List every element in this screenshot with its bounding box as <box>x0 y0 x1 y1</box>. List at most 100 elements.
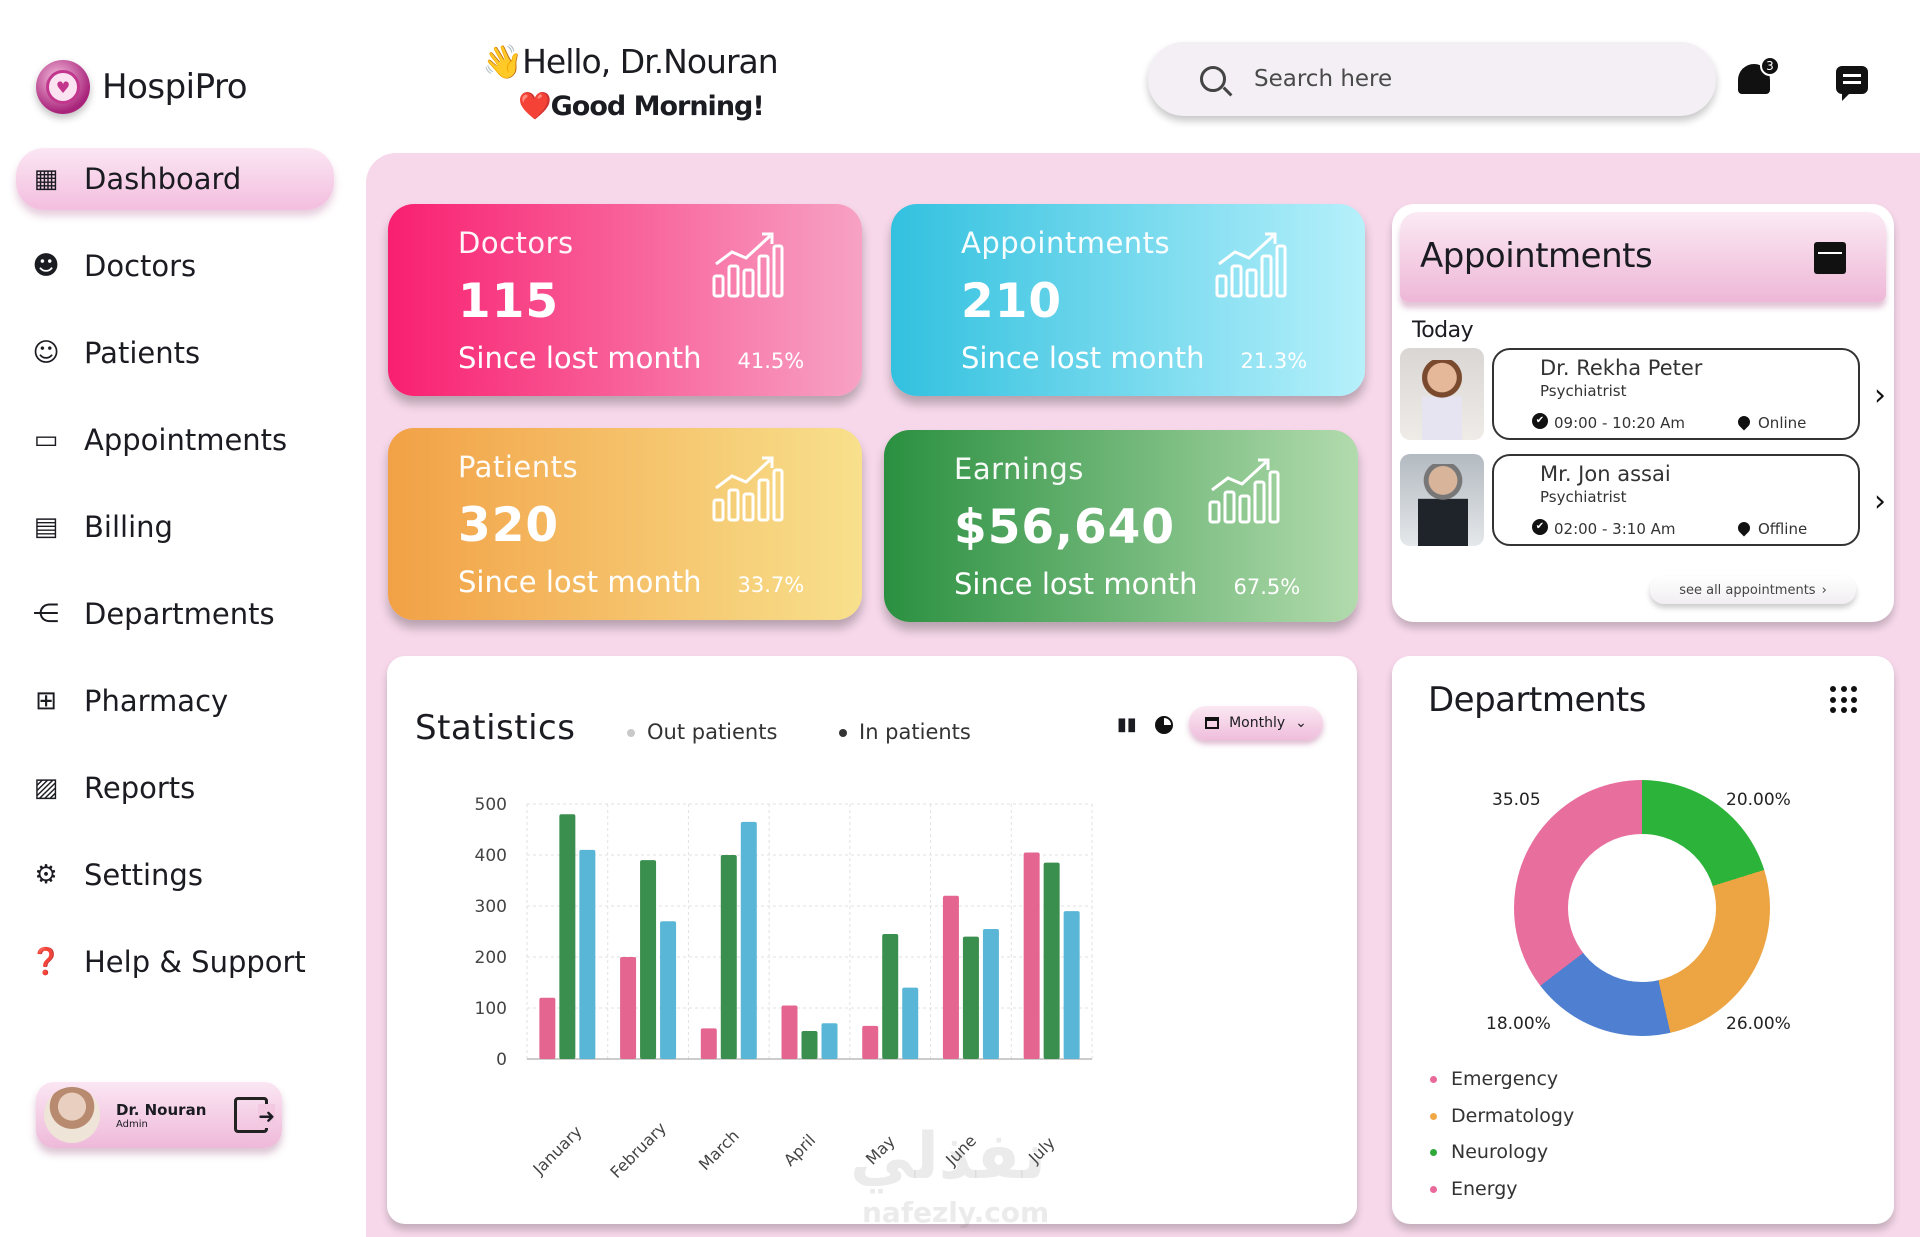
pie-chart-icon[interactable] <box>1155 716 1173 734</box>
appointment-item[interactable]: Dr. Rekha Peter Psychiatrist 09:00 - 10:… <box>1400 348 1890 440</box>
patients-stat-card[interactable]: Patients 320 Since lost month 33.7% <box>388 428 862 620</box>
sidebar-item-doctors[interactable]: ☻ Doctors <box>16 222 334 309</box>
x-tick-label: January <box>529 1122 586 1179</box>
card-label: Patients <box>458 450 579 484</box>
legend-dot <box>1430 1076 1437 1083</box>
donut-label: 35.05 <box>1492 790 1541 810</box>
bar-chart-icon[interactable]: ▮▮ <box>1117 714 1137 735</box>
legend-in-patients[interactable]: In patients <box>839 720 971 744</box>
card-value: 115 <box>458 274 560 329</box>
legend-label: Energy <box>1451 1177 1518 1200</box>
appointment-status: Offline <box>1758 520 1808 538</box>
sidebar-item-departments[interactable]: ⋲ Departments <box>16 570 334 657</box>
departments-legend: Emergency Dermatology Neurology Energy <box>1430 1068 1574 1214</box>
period-select[interactable]: Monthly ⌄ <box>1189 706 1323 740</box>
logout-icon[interactable] <box>234 1097 275 1133</box>
patient-icon: ☺ <box>32 337 60 368</box>
chevron-down-icon: ⌄ <box>1295 715 1307 731</box>
card-since: Since lost month 41.5% <box>458 341 862 375</box>
since-text: Since lost month <box>954 567 1198 601</box>
sidebar-item-label: Doctors <box>84 248 197 283</box>
bar <box>1063 911 1080 1059</box>
sidebar-item-label: Billing <box>84 509 173 544</box>
departments-icon: ⋲ <box>33 598 59 629</box>
appointment-details: Dr. Rekha Peter Psychiatrist 09:00 - 10:… <box>1492 348 1860 440</box>
appointment-specialty: Psychiatrist <box>1540 488 1627 506</box>
sidebar-item-billing[interactable]: ▤ Billing <box>16 483 334 570</box>
y-tick-label: 300 <box>475 897 507 917</box>
watermark-url: nafezly.com <box>862 1196 1050 1229</box>
bar <box>862 1025 879 1059</box>
chat-icon[interactable] <box>1836 66 1868 101</box>
user-profile-card[interactable]: Dr. Nouran Admin <box>36 1082 282 1148</box>
search-bar[interactable] <box>1148 42 1716 116</box>
help-icon: ❓ <box>29 946 63 977</box>
card-label: Earnings <box>954 452 1084 486</box>
appointments-panel-title: Appointments <box>1420 236 1653 276</box>
bar <box>559 814 576 1059</box>
legend-out-patients[interactable]: Out patients <box>627 720 777 744</box>
sidebar-item-label: Help & Support <box>84 944 306 979</box>
bar <box>720 855 737 1059</box>
app-logo[interactable]: ♥ HospiPro <box>36 60 248 114</box>
appointments-stat-card[interactable]: Appointments 210 Since lost month 21.3% <box>891 204 1365 396</box>
donut-label: 20.00% <box>1726 790 1791 810</box>
grid-menu-icon[interactable] <box>1830 686 1858 714</box>
legend-dot <box>1430 1112 1437 1120</box>
sidebar-item-appointments[interactable]: ▭ Appointments <box>16 396 334 483</box>
sidebar-item-help[interactable]: ❓ Help & Support <box>16 918 334 1005</box>
location-pin-icon <box>1735 413 1753 431</box>
appointment-name: Mr. Jon assai <box>1540 462 1671 486</box>
calendar-icon[interactable] <box>1814 242 1846 274</box>
sidebar-item-label: Appointments <box>84 422 288 457</box>
legend-dot <box>1430 1149 1437 1156</box>
donut-hole <box>1568 834 1716 982</box>
appointment-item[interactable]: Mr. Jon assai Psychiatrist 02:00 - 3:10 … <box>1400 454 1890 546</box>
donut-label: 18.00% <box>1486 1014 1551 1034</box>
sidebar-item-patients[interactable]: ☺ Patients <box>16 309 334 396</box>
card-label: Doctors <box>458 226 574 260</box>
since-text: Since lost month <box>458 565 702 599</box>
departments-title: Departments <box>1428 680 1646 720</box>
notification-badge: 3 <box>1760 56 1780 76</box>
legend-label: In patients <box>859 720 971 744</box>
legend-item: Energy <box>1430 1178 1574 1215</box>
doctor-photo <box>1400 454 1484 546</box>
legend-label: Dermatology <box>1451 1104 1575 1127</box>
app-name: HospiPro <box>102 67 248 107</box>
card-label: Appointments <box>961 226 1171 260</box>
card-value: 210 <box>961 274 1063 329</box>
bar <box>1023 852 1040 1059</box>
earnings-stat-card[interactable]: Earnings $56,640 Since lost month 67.5% <box>884 430 1358 622</box>
bar <box>982 928 999 1059</box>
chevron-right-icon[interactable]: › <box>1874 378 1886 413</box>
search-input[interactable] <box>1254 66 1634 92</box>
departments-panel: Departments 35.05 20.00% 18.00% 26.00% E… <box>1392 656 1894 1224</box>
y-tick-label: 200 <box>475 948 507 968</box>
statistics-title: Statistics <box>415 708 576 748</box>
greeting: 👋Hello, Dr.Nouran ❤️Good Morning! <box>482 42 779 122</box>
notification-bell-icon[interactable]: 3 <box>1734 56 1780 102</box>
doctor-icon: ☻ <box>32 250 60 281</box>
sidebar-item-dashboard[interactable]: ▦ Dashboard <box>16 148 334 210</box>
search-icon <box>1200 66 1226 92</box>
bar <box>801 1030 818 1059</box>
bar <box>942 895 959 1059</box>
y-tick-label: 100 <box>475 999 507 1019</box>
appointment-name: Dr. Rekha Peter <box>1540 356 1703 380</box>
growth-chart-icon <box>1208 458 1280 524</box>
see-all-appointments-button[interactable]: see all appointments › <box>1650 576 1856 604</box>
doctors-stat-card[interactable]: Doctors 115 Since lost month 41.5% <box>388 204 862 396</box>
bar <box>620 957 637 1059</box>
growth-chart-icon <box>1215 232 1287 298</box>
bar <box>539 997 556 1059</box>
legend-label: Emergency <box>1451 1068 1559 1090</box>
sidebar-item-pharmacy[interactable]: ⊞ Pharmacy <box>16 657 334 744</box>
card-percent: 41.5% <box>737 349 805 373</box>
dashboard-icon: ▦ <box>33 164 59 194</box>
chevron-right-icon[interactable]: › <box>1874 484 1886 519</box>
appointment-time: 02:00 - 3:10 Am <box>1532 519 1676 538</box>
sidebar-item-reports[interactable]: ▨ Reports <box>16 744 334 831</box>
bar <box>700 1028 717 1059</box>
sidebar-item-settings[interactable]: ⚙ Settings <box>16 831 334 918</box>
